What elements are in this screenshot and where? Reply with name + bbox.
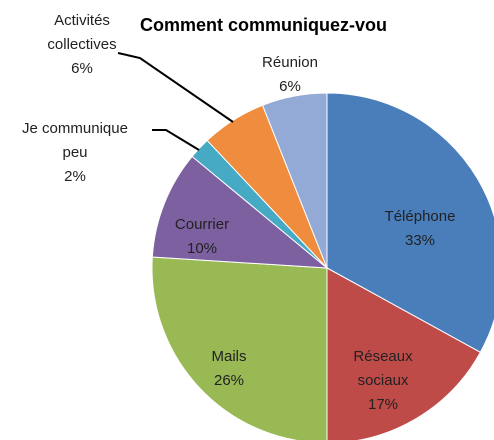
slice-label: Mails 26%: [179, 345, 279, 393]
value-label: 6%: [71, 60, 93, 77]
pie-slice: [151, 155, 329, 269]
category-label: Mails: [211, 348, 247, 365]
slice-label: Activités collectives 6%: [32, 9, 132, 81]
leader-line: [152, 129, 200, 151]
value-label: 6%: [279, 78, 301, 95]
pie-slice: [326, 92, 494, 353]
slice-label: Téléphone 33%: [365, 205, 475, 253]
value-label: 26%: [213, 372, 245, 389]
slice-label: Courrier 10%: [157, 213, 247, 261]
pie-slice: [261, 92, 328, 269]
slice-label: Réseaux sociaux 17%: [343, 345, 423, 417]
category-label: Courrier: [174, 216, 230, 233]
chart-title: Comment communiquez-vou: [140, 15, 387, 35]
value-label: 17%: [367, 396, 399, 413]
value-label: 10%: [186, 240, 218, 257]
category-label: Activités collectives: [47, 12, 117, 53]
value-label: 33%: [404, 232, 436, 249]
category-label: Je communique peu: [22, 120, 128, 161]
pie-slice: [326, 267, 482, 440]
slice-label: Réunion 6%: [245, 51, 335, 99]
value-label: 2%: [64, 168, 86, 185]
slice-label: Je communique peu 2%: [10, 117, 140, 189]
slices: [151, 92, 494, 440]
leader-line: [117, 52, 234, 123]
category-label: Réseaux sociaux: [353, 348, 413, 389]
category-label: Téléphone: [384, 208, 456, 225]
category-label: Réunion: [262, 54, 318, 71]
